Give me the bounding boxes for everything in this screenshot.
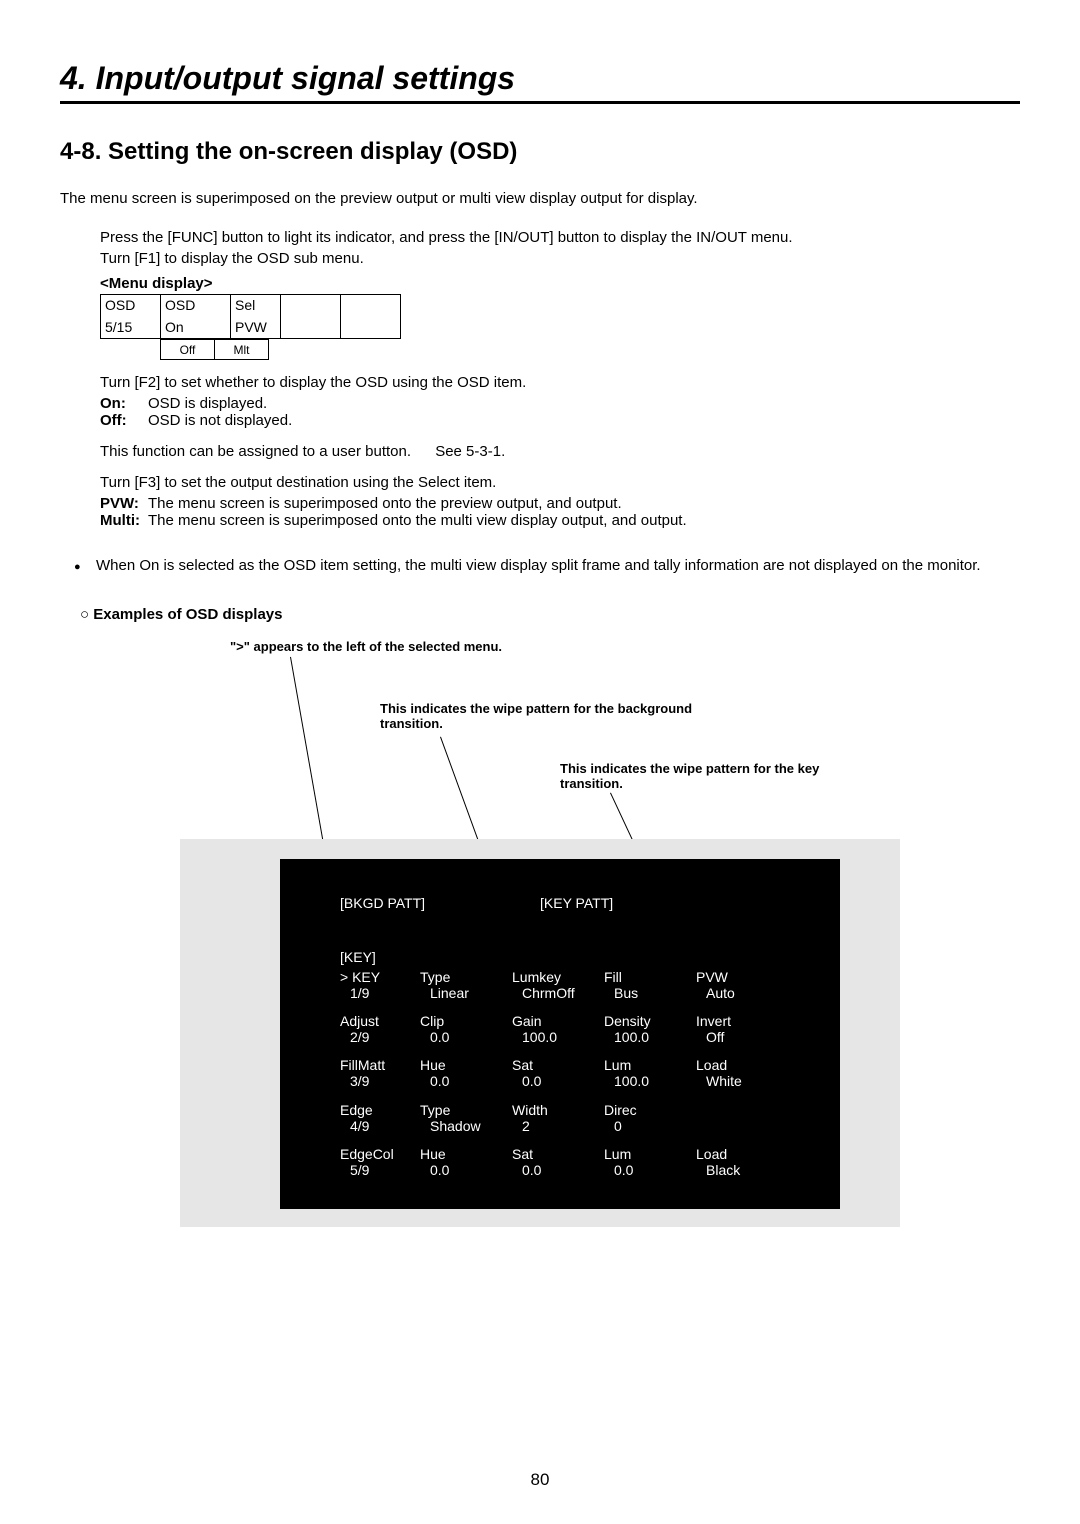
osd-r1-c2-v: 100.0	[604, 1029, 696, 1045]
osd-r0-c0-v: Linear	[420, 985, 512, 1001]
intro-text: The menu screen is superimposed on the p…	[60, 190, 1020, 207]
cell-on: On	[161, 317, 231, 339]
osd-r3-c1-v: 2	[512, 1118, 604, 1134]
osd-r4-c3-v: Black	[696, 1162, 788, 1178]
assign-text: This function can be assigned to a user …	[100, 443, 411, 460]
osd-r4-c1-l: Sat	[512, 1146, 604, 1162]
osd-r4-name: EdgeCol	[340, 1146, 420, 1162]
menu-table: OSD OSD Sel 5/15 On PVW Off Mlt	[100, 294, 1020, 360]
osd-r4-c2-l: Lum	[604, 1146, 696, 1162]
on-desc: OSD is displayed.	[148, 395, 267, 412]
cell-mlt: Mlt	[215, 340, 269, 360]
osd-r1-c2-l: Density	[604, 1013, 696, 1029]
osd-r1-c3-v: Off	[696, 1029, 788, 1045]
osd-r1-sub: 2/9	[340, 1029, 420, 1045]
osd-r2-c2-v: 100.0	[604, 1073, 696, 1089]
cell-blank1	[281, 295, 341, 317]
pvw-label: PVW:	[100, 495, 148, 512]
osd-r4-c0-v: 0.0	[420, 1162, 512, 1178]
section-title: 4-8. Setting the on-screen display (OSD)	[60, 138, 1020, 166]
off-desc: OSD is not displayed.	[148, 412, 292, 429]
osd-r0-c0-l: Type	[420, 969, 512, 985]
osd-r2-c3-l: Load	[696, 1057, 788, 1073]
osd-r2-sub: 3/9	[340, 1073, 420, 1089]
osd-r3-c1-l: Width	[512, 1102, 604, 1118]
chapter-title: 4. Input/output signal settings	[60, 60, 1020, 104]
see-ref: See 5-3-1.	[435, 443, 505, 460]
cell-osd-name: OSD	[101, 295, 161, 317]
osd-r3-sub: 4/9	[340, 1118, 420, 1134]
off-label: Off:	[100, 412, 148, 429]
menu-display-label: <Menu display>	[100, 275, 1020, 292]
osd-r2-name: FillMatt	[340, 1057, 420, 1073]
cell-blank3	[281, 317, 341, 339]
callout-key: This indicates the wipe pattern for the …	[560, 761, 860, 791]
osd-r0-c3-v: Auto	[696, 985, 788, 1001]
osd-key-title: [KEY]	[340, 949, 840, 965]
callout-bkgd: This indicates the wipe pattern for the …	[380, 701, 740, 731]
osd-r0-c2-l: Fill	[604, 969, 696, 985]
cell-osd-col: OSD	[161, 295, 231, 317]
osd-r4-c2-v: 0.0	[604, 1162, 696, 1178]
osd-r2-c1-v: 0.0	[512, 1073, 604, 1089]
osd-r0-c1-l: Lumkey	[512, 969, 604, 985]
step-1a: Press the [FUNC] button to light its ind…	[100, 229, 1020, 246]
cell-pvw: PVW	[231, 317, 281, 339]
osd-row-1: Adjust2/9 Clip0.0 Gain100.0 Density100.0…	[340, 1013, 840, 1045]
osd-r0-sub: 1/9	[340, 985, 420, 1001]
osd-r0-c1-v: ChrmOff	[512, 985, 604, 1001]
osd-r4-c1-v: 0.0	[512, 1162, 604, 1178]
cell-off: Off	[161, 340, 215, 360]
osd-r2-c1-l: Sat	[512, 1057, 604, 1073]
osd-r4-sub: 5/9	[340, 1162, 420, 1178]
multi-desc: The menu screen is superimposed onto the…	[148, 512, 687, 529]
osd-r2-c0-l: Hue	[420, 1057, 512, 1073]
step-1b: Turn [F1] to display the OSD sub menu.	[100, 250, 1020, 267]
osd-r3-c0-l: Type	[420, 1102, 512, 1118]
osd-r0-c2-v: Bus	[604, 985, 696, 1001]
osd-black-screen: [BKGD PATT] [KEY PATT] [KEY] > KEY1/9 Ty…	[280, 859, 840, 1209]
osd-r1-c0-v: 0.0	[420, 1029, 512, 1045]
osd-r0-c3-l: PVW	[696, 969, 788, 985]
osd-grey-panel: [BKGD PATT] [KEY PATT] [KEY] > KEY1/9 Ty…	[180, 839, 900, 1227]
osd-r1-c1-l: Gain	[512, 1013, 604, 1029]
diagram-area: ">" appears to the left of the selected …	[120, 639, 1020, 1239]
cell-blank4	[341, 317, 401, 339]
osd-r4-c0-l: Hue	[420, 1146, 512, 1162]
osd-row-3: Edge4/9 TypeShadow Width2 Direc0	[340, 1102, 840, 1134]
pvw-desc: The menu screen is superimposed onto the…	[148, 495, 622, 512]
osd-r0-name: > KEY	[340, 969, 420, 985]
examples-label: Examples of OSD displays	[80, 606, 1020, 623]
cell-sel-col: Sel	[231, 295, 281, 317]
osd-r3-name: Edge	[340, 1102, 420, 1118]
osd-row-2: FillMatt3/9 Hue0.0 Sat0.0 Lum100.0 LoadW…	[340, 1057, 840, 1089]
osd-r3-c2-l: Direc	[604, 1102, 696, 1118]
step-3: Turn [F3] to set the output destination …	[100, 474, 1020, 491]
osd-r3-c0-v: Shadow	[420, 1118, 512, 1134]
osd-r1-c0-l: Clip	[420, 1013, 512, 1029]
callout-selected-menu: ">" appears to the left of the selected …	[230, 639, 590, 654]
osd-r4-c3-l: Load	[696, 1146, 788, 1162]
on-label: On:	[100, 395, 148, 412]
multi-label: Multi:	[100, 512, 148, 529]
page-number: 80	[0, 1470, 1080, 1490]
step-2: Turn [F2] to set whether to display the …	[100, 374, 1020, 391]
osd-r3-c2-v: 0	[604, 1118, 696, 1134]
osd-r2-c2-l: Lum	[604, 1057, 696, 1073]
osd-r1-name: Adjust	[340, 1013, 420, 1029]
osd-key-patt: [KEY PATT]	[540, 895, 680, 911]
osd-r2-c3-v: White	[696, 1073, 788, 1089]
osd-bkgd-patt: [BKGD PATT]	[340, 895, 540, 911]
note-text: When On is selected as the OSD item sett…	[80, 557, 1020, 574]
osd-row-4: EdgeCol5/9 Hue0.0 Sat0.0 Lum0.0 LoadBlac…	[340, 1146, 840, 1178]
cell-5-15: 5/15	[101, 317, 161, 339]
cell-blank2	[341, 295, 401, 317]
osd-row-0: > KEY1/9 TypeLinear LumkeyChrmOff FillBu…	[340, 969, 840, 1001]
osd-r1-c1-v: 100.0	[512, 1029, 604, 1045]
osd-r2-c0-v: 0.0	[420, 1073, 512, 1089]
osd-r1-c3-l: Invert	[696, 1013, 788, 1029]
